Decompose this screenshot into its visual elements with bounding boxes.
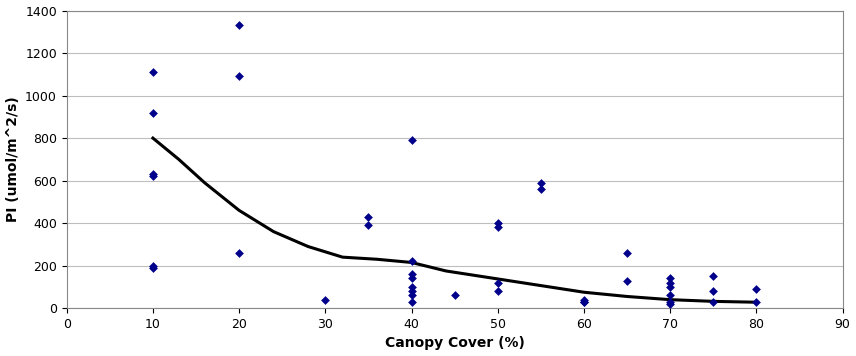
Point xyxy=(146,69,160,75)
Point xyxy=(405,271,419,277)
Point xyxy=(405,276,419,281)
Point xyxy=(663,280,677,286)
Point xyxy=(232,74,246,79)
Point xyxy=(146,263,160,268)
Point xyxy=(405,299,419,305)
Point xyxy=(663,299,677,305)
Point xyxy=(232,250,246,256)
Point xyxy=(706,288,720,294)
Point xyxy=(577,299,591,305)
Point xyxy=(318,297,332,303)
Point xyxy=(577,299,591,305)
Point xyxy=(232,22,246,28)
Point xyxy=(361,222,375,228)
Point xyxy=(577,297,591,303)
Point xyxy=(620,250,633,256)
Point xyxy=(146,110,160,115)
Point xyxy=(706,299,720,305)
Point xyxy=(663,301,677,307)
Point xyxy=(750,286,764,292)
Point xyxy=(620,278,633,283)
Point xyxy=(361,214,375,220)
Point xyxy=(706,273,720,279)
Point xyxy=(405,137,419,143)
Point xyxy=(750,299,764,305)
Point xyxy=(146,173,160,179)
Point xyxy=(448,293,461,298)
Point xyxy=(490,225,504,230)
X-axis label: Canopy Cover (%): Canopy Cover (%) xyxy=(384,336,525,350)
Point xyxy=(405,258,419,264)
Point xyxy=(405,293,419,298)
Point xyxy=(490,220,504,226)
Point xyxy=(663,284,677,290)
Y-axis label: PI (umol/m^2/s): PI (umol/m^2/s) xyxy=(5,96,20,222)
Point xyxy=(146,171,160,177)
Point xyxy=(663,276,677,281)
Point xyxy=(405,284,419,290)
Point xyxy=(534,180,548,185)
Point xyxy=(490,280,504,286)
Point xyxy=(663,293,677,298)
Point xyxy=(405,288,419,294)
Point xyxy=(534,186,548,192)
Point xyxy=(490,288,504,294)
Point xyxy=(146,265,160,271)
